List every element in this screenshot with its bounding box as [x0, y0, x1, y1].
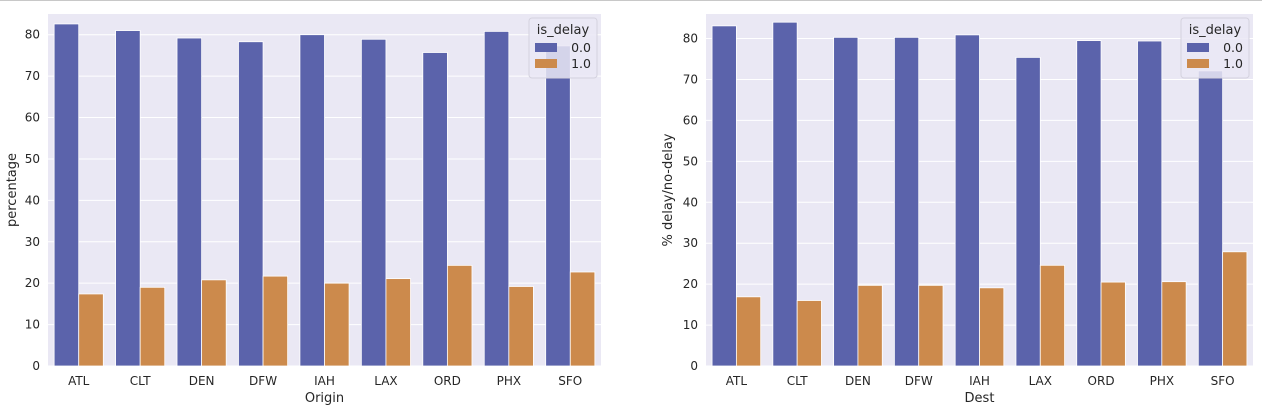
y-axis-label: % delay/no-delay	[661, 133, 676, 246]
bar-sfo-no-delay	[1197, 70, 1224, 367]
bar-phx-delay	[508, 286, 534, 367]
bar-dfw-no-delay	[238, 41, 264, 367]
bar-clt-delay	[796, 300, 822, 367]
x-tick-label: LAX	[1029, 374, 1052, 388]
bar-iah-delay	[324, 282, 350, 367]
x-tick-label: ATL	[68, 374, 90, 388]
bar-iah-no-delay	[299, 34, 325, 367]
bar-atl-delay	[735, 296, 762, 367]
bar-lax-delay	[385, 278, 411, 367]
legend-swatch	[535, 43, 557, 52]
bar-dfw-delay	[918, 284, 944, 367]
x-tick-label: PHX	[1150, 374, 1174, 388]
bar-den-no-delay	[833, 36, 859, 367]
bar-ord-delay	[446, 264, 473, 367]
y-tick-label: 30	[25, 235, 40, 249]
bar-lax-no-delay	[1015, 56, 1041, 367]
x-tick-label: ORD	[1088, 374, 1115, 388]
y-tick-label: 40	[25, 193, 40, 207]
x-tick-label: SFO	[558, 374, 582, 388]
bar-lax-delay	[1039, 264, 1065, 367]
bar-clt-no-delay	[772, 21, 798, 367]
bar-phx-no-delay	[1137, 40, 1163, 367]
bar-clt-delay	[139, 286, 166, 367]
bar-sfo-no-delay	[545, 45, 571, 367]
bar-sfo-delay	[1222, 251, 1248, 367]
y-axis-label: percentage	[5, 153, 20, 227]
bar-atl-delay	[78, 293, 104, 367]
x-tick-label: ORD	[434, 374, 461, 388]
legend-swatch	[535, 59, 557, 68]
legend-swatch	[1187, 43, 1209, 52]
legend-label: 1.0	[571, 56, 591, 71]
x-tick-label: CLT	[130, 374, 151, 388]
x-tick-label: ATL	[726, 374, 748, 388]
legend: is_delay 0.01.0	[528, 17, 598, 79]
bar-clt-no-delay	[115, 30, 141, 367]
bar-iah-no-delay	[954, 34, 980, 367]
x-tick-label: IAH	[314, 374, 335, 388]
bar-ord-delay	[1100, 281, 1126, 367]
y-tick-label: 20	[683, 277, 698, 291]
legend-title: is_delay	[1189, 23, 1242, 38]
y-tick-label: 0	[690, 359, 698, 373]
x-tick-label: DEN	[845, 374, 871, 388]
top-divider	[0, 0, 1262, 1]
y-tick-label: 80	[25, 28, 40, 42]
y-tick-label: 50	[683, 154, 698, 168]
y-tick-label: 20	[25, 276, 40, 290]
x-axis-label: Dest	[965, 391, 995, 406]
bar-dfw-delay	[262, 275, 289, 367]
bar-iah-delay	[979, 287, 1005, 367]
x-tick-label: CLT	[787, 374, 808, 388]
y-tick-label: 60	[25, 111, 40, 125]
legend-label: 0.0	[571, 40, 591, 55]
legend-swatch	[1187, 59, 1209, 68]
y-tick-label: 10	[683, 318, 698, 332]
legend-title: is_delay	[537, 23, 590, 38]
y-tick-label: 0	[32, 359, 40, 373]
bar-atl-no-delay	[711, 25, 737, 367]
legend-label: 1.0	[1223, 56, 1243, 71]
y-tick-label: 80	[683, 32, 698, 46]
y-tick-label: 50	[25, 152, 40, 166]
bar-phx-no-delay	[483, 30, 510, 367]
y-tick-label: 70	[683, 72, 698, 86]
bar-sfo-delay	[569, 271, 596, 367]
x-tick-label: DFW	[905, 374, 933, 388]
x-tick-label: IAH	[969, 374, 990, 388]
x-axis-label: Origin	[305, 391, 344, 406]
bar-den-delay	[857, 284, 883, 367]
y-tick-label: 30	[683, 236, 698, 250]
bar-phx-delay	[1161, 281, 1187, 367]
bar-dfw-no-delay	[894, 36, 920, 367]
y-tick-label: 10	[25, 318, 40, 332]
x-tick-label: SFO	[1211, 374, 1235, 388]
y-tick-label: 70	[25, 69, 40, 83]
y-tick-label: 60	[683, 113, 698, 127]
bar-lax-no-delay	[360, 38, 387, 367]
bar-ord-no-delay	[422, 52, 448, 367]
y-tick-label: 40	[683, 195, 698, 209]
x-tick-label: PHX	[497, 374, 521, 388]
bar-atl-no-delay	[53, 23, 80, 367]
legend-label: 0.0	[1223, 40, 1243, 55]
x-tick-label: DEN	[189, 374, 215, 388]
x-tick-label: DFW	[249, 374, 277, 388]
bar-ord-no-delay	[1076, 40, 1102, 367]
bar-den-delay	[201, 279, 227, 367]
x-tick-label: LAX	[374, 374, 397, 388]
legend: is_delay 0.01.0	[1180, 17, 1250, 79]
bar-den-no-delay	[176, 37, 203, 367]
